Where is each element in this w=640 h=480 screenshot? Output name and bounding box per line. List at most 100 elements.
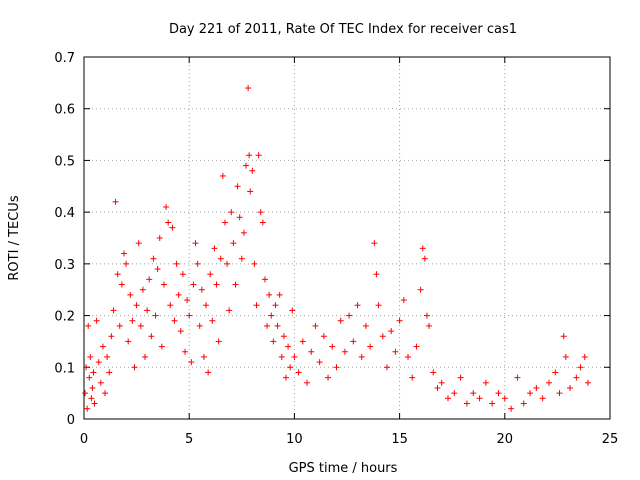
data-point — [99, 343, 106, 350]
data-point — [367, 343, 374, 350]
data-point — [123, 260, 130, 267]
y-axis-label: ROTI / TECUs — [7, 195, 22, 280]
data-point — [434, 384, 441, 391]
data-point — [562, 353, 569, 360]
data-point — [232, 281, 239, 288]
data-point — [329, 343, 336, 350]
data-point — [291, 353, 298, 360]
data-point — [358, 353, 365, 360]
data-point — [316, 359, 323, 366]
data-point — [127, 291, 134, 298]
data-point — [556, 390, 563, 397]
y-tick-label: 0.6 — [54, 103, 75, 118]
data-point — [114, 271, 121, 278]
data-point — [539, 395, 546, 402]
data-point — [243, 162, 250, 169]
data-point — [514, 374, 521, 381]
data-point — [163, 203, 170, 210]
data-point — [213, 281, 220, 288]
data-point — [234, 183, 241, 190]
data-point — [325, 374, 332, 381]
data-point — [508, 405, 515, 412]
data-point — [188, 359, 195, 366]
data-point — [259, 219, 266, 226]
data-point — [156, 235, 163, 241]
data-point — [362, 322, 369, 329]
data-point — [131, 364, 138, 371]
data-point — [86, 374, 93, 381]
data-point — [93, 317, 100, 324]
data-point — [104, 353, 111, 360]
data-point — [84, 405, 91, 412]
x-tick-label: 10 — [286, 432, 303, 447]
data-point — [280, 333, 287, 340]
data-point — [388, 328, 395, 335]
data-point — [102, 390, 109, 397]
data-point — [245, 85, 252, 92]
x-tick-label: 5 — [185, 432, 193, 447]
data-point — [179, 271, 186, 278]
data-point — [219, 172, 226, 179]
y-tick-label: 0.2 — [54, 310, 75, 325]
y-tick-label: 0.5 — [54, 154, 75, 169]
data-point — [173, 260, 180, 267]
data-point — [581, 353, 588, 360]
x-tick-label: 0 — [80, 432, 88, 447]
data-point — [85, 322, 92, 329]
data-point — [97, 379, 104, 386]
data-point — [567, 384, 574, 391]
data-point — [251, 260, 258, 267]
data-point — [341, 348, 348, 355]
data-point — [346, 312, 353, 319]
data-point — [289, 307, 296, 314]
data-point — [152, 312, 159, 319]
chart-title: Day 221 of 2011, Rate Of TEC Index for r… — [169, 22, 517, 37]
data-point — [423, 312, 430, 319]
data-point — [106, 369, 113, 376]
data-point — [268, 312, 275, 319]
data-point — [95, 359, 102, 366]
data-point — [194, 260, 201, 267]
data-point — [320, 333, 327, 340]
x-tick-label: 20 — [497, 432, 514, 447]
data-point — [198, 286, 205, 293]
data-point — [552, 369, 559, 376]
data-point — [295, 369, 302, 376]
data-point — [405, 353, 412, 360]
data-point — [88, 395, 95, 402]
data-point — [135, 240, 142, 247]
data-point — [276, 291, 283, 298]
data-point — [160, 281, 167, 288]
data-point — [110, 307, 117, 314]
data-point — [158, 343, 165, 350]
x-tick-label: 15 — [391, 432, 408, 447]
data-point — [577, 364, 584, 371]
data-point — [573, 374, 580, 381]
data-point — [146, 276, 153, 283]
data-point — [236, 214, 243, 221]
data-point — [350, 338, 357, 345]
data-point — [444, 395, 451, 402]
data-point — [118, 281, 125, 288]
data-point — [426, 322, 433, 329]
data-point — [175, 291, 182, 298]
data-point — [489, 400, 496, 407]
data-point — [282, 374, 289, 381]
grid-lines — [84, 57, 610, 419]
data-point — [133, 302, 140, 309]
data-point — [373, 271, 380, 278]
data-point — [527, 390, 534, 397]
data-point — [438, 379, 445, 386]
y-tick-label: 0.4 — [54, 206, 75, 221]
x-tick-label: 25 — [602, 432, 619, 447]
data-point — [253, 302, 260, 309]
data-point — [545, 379, 552, 386]
data-point — [82, 390, 89, 397]
data-point — [90, 369, 97, 376]
data-point — [196, 322, 203, 329]
data-point — [285, 343, 292, 350]
data-point — [207, 271, 214, 278]
data-point — [299, 338, 306, 345]
data-point — [375, 302, 382, 309]
data-point — [312, 322, 319, 329]
